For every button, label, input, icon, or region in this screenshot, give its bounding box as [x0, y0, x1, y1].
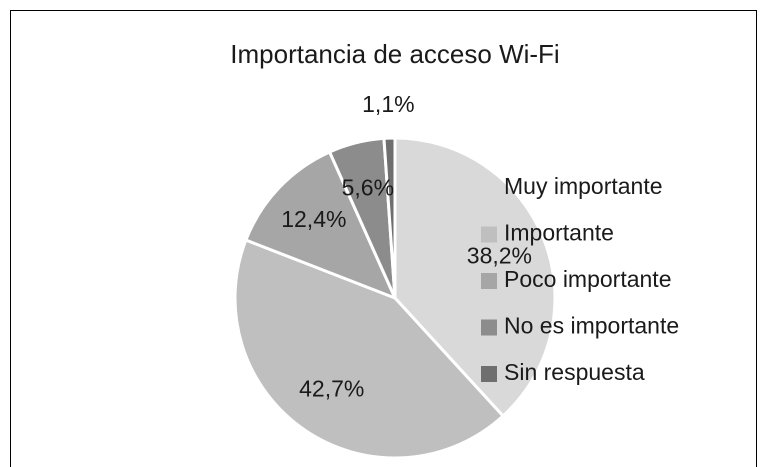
legend-swatch: [481, 226, 497, 243]
data-label: 42,7%: [299, 376, 364, 402]
chart-title: Importancia de acceso Wi-Fi: [230, 39, 559, 69]
legend-swatch: [481, 273, 497, 289]
legend-label: Sin respuesta: [504, 359, 645, 385]
legend-label: No es importante: [504, 313, 679, 339]
legend-label: Importante: [504, 220, 614, 246]
legend-swatch: [481, 319, 497, 336]
data-label: 38,2%: [467, 243, 532, 269]
legend-label: Muy importante: [504, 173, 663, 199]
legend-swatch: [481, 180, 497, 196]
data-label: 5,6%: [342, 174, 394, 200]
legend-swatch: [481, 366, 497, 382]
legend-label: Poco importante: [504, 266, 671, 292]
pie-slice: [382, 136, 397, 299]
data-label: 1,1%: [362, 91, 414, 117]
data-label: 12,4%: [281, 206, 346, 232]
pie-slice: [233, 238, 506, 460]
pie-slice: [393, 136, 557, 419]
pie-slice: [243, 149, 398, 301]
